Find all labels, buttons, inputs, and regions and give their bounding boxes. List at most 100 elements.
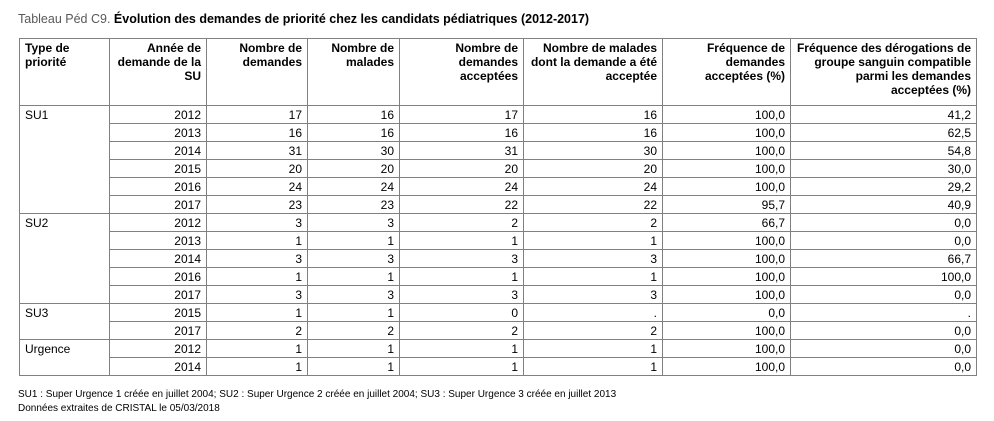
cell-frequence-acceptees: 100,0 [662,321,791,340]
table-title-prefix: Tableau Péd C9. [18,12,111,26]
cell-nombre-malades: 23 [307,195,400,214]
cell-nombre-malades: 20 [307,159,400,178]
cell-annee: 2012 [109,213,207,232]
cell-frequence-derogations: 0,0 [790,357,977,376]
cell-demandes-acceptees: 3 [399,249,524,268]
cell-nombre-demandes: 2 [206,321,308,340]
table-row: 2016 1 1 1 1 100,0 100,0 [20,267,977,286]
footnotes: SU1 : Super Urgence 1 créée en juillet 2… [18,388,616,416]
table-title: Tableau Péd C9. Évolution des demandes d… [18,12,589,26]
cell-malades-acceptes: 2 [523,321,663,340]
cell-frequence-acceptees: 100,0 [662,357,791,376]
table-row: 2014 1 1 1 1 100,0 0,0 [20,357,977,376]
cell-annee: 2017 [109,195,207,214]
header-demandes-acceptees: Nombre de demandes acceptées [399,38,524,106]
cell-demandes-acceptees: 1 [399,267,524,286]
cell-nombre-demandes: 23 [206,195,308,214]
header-frequence-derogations: Fréquence des dérogations de groupe sang… [790,38,977,106]
cell-frequence-derogations: 40,9 [790,195,977,214]
cell-frequence-derogations: 66,7 [790,249,977,268]
cell-malades-acceptes: 3 [523,285,663,304]
cell-nombre-demandes: 1 [206,267,308,286]
cell-nombre-demandes: 31 [206,141,308,160]
cell-annee: 2015 [109,303,207,322]
cell-nombre-malades: 2 [307,321,400,340]
table-row: 2017 2 2 2 2 100,0 0,0 [20,321,977,340]
table-row: 2015 20 20 20 20 100,0 30,0 [20,159,977,178]
cell-nombre-demandes: 1 [206,231,308,250]
cell-demandes-acceptees: 20 [399,159,524,178]
cell-nombre-demandes: 3 [206,213,308,232]
cell-nombre-demandes: 3 [206,249,308,268]
cell-annee: 2014 [109,357,207,376]
table-row: SU3 2015 1 1 0. 0,0. [19,303,977,340]
table-row: 2017 23 23 22 22 95,7 40,9 [20,195,977,214]
cell-frequence-acceptees: 100,0 [662,177,791,196]
cell-frequence-derogations: 0,0 [790,321,977,340]
cell-nombre-malades: 16 [307,105,400,124]
header-nombre-demandes: Nombre de demandes [206,38,308,106]
footnote-source: Données extraites de CRISTAL le 05/03/20… [18,403,220,414]
cell-frequence-derogations: 0,0 [790,213,977,232]
cell-malades-acceptes: 2 [523,213,663,232]
cell-frequence-derogations: 54,8 [790,141,977,160]
header-type-priorite: Type de priorité [19,38,110,106]
cell-malades-acceptes: 30 [523,141,663,160]
cell-malades-acceptes: 16 [523,123,663,142]
cell-nombre-malades: 30 [307,141,400,160]
cell-malades-acceptes: 1 [523,231,663,250]
header-malades-acceptes: Nombre de malades dont la demande a été … [523,38,663,106]
cell-frequence-acceptees: 100,0 [662,123,791,142]
cell-nombre-demandes: 16 [206,123,308,142]
cell-demandes-acceptees: 1 [399,231,524,250]
table-row: SU1 2012 17 16 17 16 100,0 41,2 [19,105,977,214]
cell-malades-acceptes: 1 [523,339,663,358]
table-row: 2017 3 3 3 3 100,0 0,0 [20,285,977,304]
header-row: Type de priorité Année de demande de la … [19,38,977,106]
cell-frequence-acceptees: 100,0 [662,285,791,304]
cell-annee: 2015 [109,159,207,178]
cell-annee: 2014 [109,141,207,160]
cell-annee: 2017 [109,321,207,340]
cell-demandes-acceptees: 24 [399,177,524,196]
cell-annee: 2014 [109,249,207,268]
cell-nombre-malades: 3 [307,213,400,232]
cell-malades-acceptes: 24 [523,177,663,196]
cell-demandes-acceptees: 16 [399,123,524,142]
cell-malades-acceptes: 16 [523,105,663,124]
cell-frequence-acceptees: 100,0 [662,249,791,268]
cell-annee: 2012 [109,105,207,124]
priority-type-cell: SU3 [19,303,110,340]
cell-malades-acceptes: 1 [523,267,663,286]
cell-demandes-acceptees: 1 [399,357,524,376]
cell-frequence-derogations: . [790,303,977,322]
cell-nombre-malades: 3 [307,285,400,304]
priority-requests-table: Type de priorité Année de demande de la … [19,38,977,376]
cell-demandes-acceptees: 31 [399,141,524,160]
cell-nombre-malades: 1 [307,231,400,250]
cell-frequence-derogations: 29,2 [790,177,977,196]
cell-nombre-demandes: 24 [206,177,308,196]
cell-frequence-derogations: 41,2 [790,105,977,124]
cell-malades-acceptes: 22 [523,195,663,214]
cell-annee: 2017 [109,285,207,304]
cell-nombre-demandes: 20 [206,159,308,178]
cell-frequence-acceptees: 100,0 [662,141,791,160]
priority-type-cell: SU1 [19,105,110,214]
cell-annee: 2013 [109,231,207,250]
cell-annee: 2012 [109,339,207,358]
table-row: 2016 24 24 24 24 100,0 29,2 [20,177,977,196]
cell-frequence-acceptees: 66,7 [662,213,791,232]
cell-frequence-acceptees: 0,0 [662,303,791,322]
cell-frequence-acceptees: 95,7 [662,195,791,214]
cell-nombre-malades: 1 [307,303,400,322]
cell-nombre-malades: 1 [307,267,400,286]
cell-nombre-malades: 1 [307,339,400,358]
cell-nombre-malades: 3 [307,249,400,268]
cell-frequence-derogations: 0,0 [790,339,977,358]
cell-nombre-malades: 1 [307,357,400,376]
cell-frequence-derogations: 0,0 [790,285,977,304]
header-annee-demande: Année de demande de la SU [109,38,207,106]
cell-frequence-acceptees: 100,0 [662,231,791,250]
cell-demandes-acceptees: 22 [399,195,524,214]
